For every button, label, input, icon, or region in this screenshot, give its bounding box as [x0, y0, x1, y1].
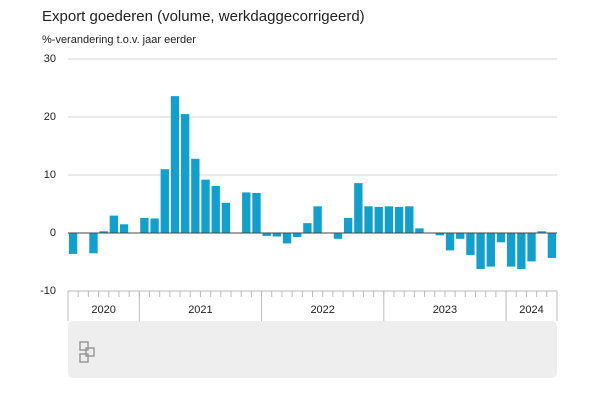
bar	[354, 183, 363, 233]
bar	[527, 233, 536, 262]
y-tick-label: -10	[40, 285, 56, 297]
bar	[180, 114, 190, 233]
bar	[384, 206, 394, 233]
bar	[435, 233, 445, 236]
bar	[170, 96, 180, 234]
bar	[486, 233, 495, 267]
bar	[394, 206, 404, 233]
bar	[99, 231, 108, 233]
x-group-label: 2023	[433, 304, 457, 316]
bar	[506, 233, 516, 267]
bar	[313, 206, 322, 233]
bar	[140, 217, 149, 233]
bar	[537, 231, 546, 233]
logo	[79, 341, 95, 363]
footer-panel	[68, 321, 557, 378]
bar	[191, 158, 200, 233]
bar	[221, 202, 231, 233]
bar	[343, 217, 353, 233]
bar	[333, 233, 343, 239]
bar	[109, 215, 119, 233]
bar	[293, 233, 302, 238]
y-tick-label: 0	[50, 227, 56, 239]
bar	[89, 233, 98, 254]
bar	[262, 233, 271, 236]
bar	[496, 233, 506, 243]
bar	[445, 233, 455, 251]
y-tick-label: 30	[44, 53, 56, 65]
bar	[150, 218, 159, 233]
bar	[252, 192, 261, 233]
bar	[201, 179, 210, 233]
bar	[272, 233, 282, 237]
bar	[119, 224, 129, 233]
chart-subtitle: %-verandering t.o.v. jaar eerder	[42, 34, 196, 46]
bar	[405, 206, 414, 233]
bar	[364, 206, 373, 233]
bar	[517, 233, 526, 269]
x-group-label: 2020	[91, 304, 115, 316]
x-group-label: 2024	[519, 304, 543, 316]
bar	[303, 223, 312, 233]
bar	[374, 206, 383, 233]
bar	[415, 228, 424, 233]
x-group-label: 2022	[310, 304, 334, 316]
bar	[476, 233, 485, 269]
x-group-label: 2021	[188, 304, 212, 316]
bar	[242, 192, 251, 233]
y-tick-label: 10	[44, 169, 56, 181]
bar	[211, 186, 220, 233]
bar	[282, 233, 292, 244]
bar	[466, 233, 475, 256]
bar	[68, 233, 78, 254]
bar	[160, 169, 169, 233]
bar	[547, 233, 557, 258]
bar	[456, 233, 465, 239]
y-tick-label: 20	[44, 111, 56, 123]
chart-title: Export goederen (volume, werkdaggecorrig…	[42, 8, 365, 25]
